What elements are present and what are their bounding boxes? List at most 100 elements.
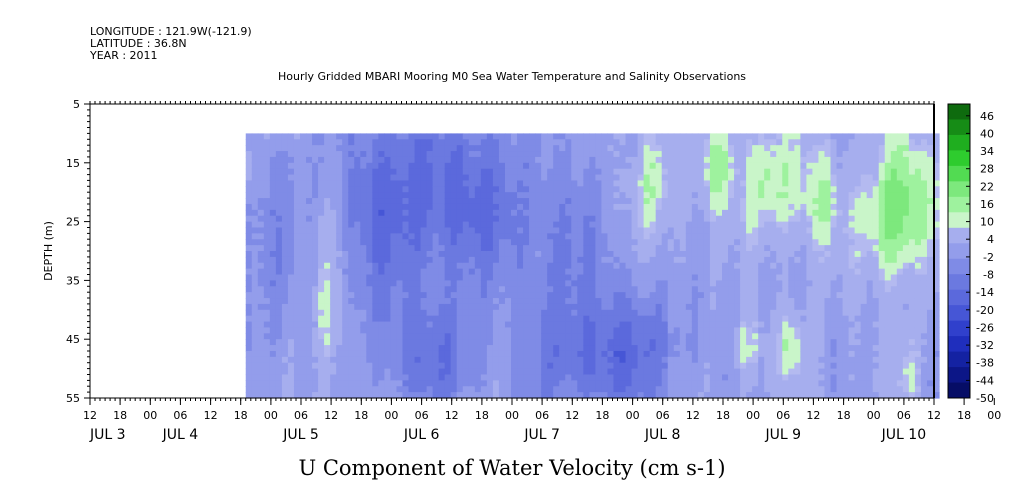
heatmap-cell (438, 350, 446, 358)
heatmap-cell (354, 368, 361, 376)
heatmap-cell (782, 239, 789, 246)
heatmap-cell (631, 333, 639, 340)
heatmap-cell (842, 192, 850, 199)
heatmap-cell (601, 262, 609, 270)
heatmap-cell (330, 198, 337, 205)
heatmap-cell (746, 139, 753, 146)
heatmap-cell (722, 198, 729, 205)
heatmap-cell (607, 362, 615, 370)
heatmap-cell (836, 256, 844, 264)
heatmap-cell (257, 227, 265, 234)
heatmap-cell (595, 139, 603, 146)
heatmap-cell (625, 315, 633, 323)
heatmap-cell (293, 256, 301, 264)
heatmap-cell (366, 203, 373, 211)
heatmap-cell (408, 133, 416, 140)
heatmap-cell (746, 145, 753, 152)
heatmap-cell (884, 292, 892, 299)
heatmap-cell (800, 392, 807, 399)
heatmap-cell (420, 303, 428, 311)
heatmap-cell (571, 156, 578, 164)
heatmap-cell (691, 280, 699, 287)
heatmap-cell (613, 180, 621, 187)
heatmap-cell (788, 280, 795, 287)
heatmap-cell (547, 274, 554, 281)
heatmap-cell (372, 368, 379, 376)
heatmap-cell (480, 303, 488, 311)
heatmap-cell (517, 321, 524, 329)
heatmap-cell (607, 203, 615, 211)
heatmap-cell (378, 215, 385, 223)
heatmap-cell (902, 321, 910, 329)
heatmap-cell (263, 333, 271, 340)
heatmap-cell (607, 239, 615, 246)
heatmap-cell (378, 221, 385, 229)
heatmap-cell (643, 162, 651, 170)
heatmap-cell (324, 209, 331, 217)
heatmap-cell (360, 392, 367, 399)
heatmap-cell (794, 315, 801, 323)
heatmap-cell (486, 233, 494, 240)
heatmap-cell (396, 333, 404, 340)
heatmap-cell (354, 245, 361, 252)
heatmap-cell (287, 133, 295, 140)
heatmap-cell (619, 392, 627, 399)
heatmap-cell (342, 350, 349, 358)
heatmap-cell (360, 145, 367, 152)
longitude-label: LONGITUDE : 121.9W(-121.9) (90, 25, 252, 38)
heatmap-cell (456, 327, 464, 334)
heatmap-cell (637, 292, 645, 299)
heatmap-cell (854, 151, 862, 158)
heatmap-cell (517, 274, 524, 281)
heatmap-cell (655, 274, 663, 281)
heatmap-cell (263, 227, 271, 234)
heatmap-cell (251, 315, 259, 323)
heatmap-cell (324, 251, 331, 258)
heatmap-cell (456, 386, 464, 393)
heatmap-cell (655, 339, 663, 346)
heatmap-cell (438, 139, 446, 146)
heatmap-cell (637, 298, 645, 305)
heatmap-cell (848, 162, 856, 170)
heatmap-cell (685, 356, 693, 364)
heatmap-cell (860, 368, 868, 376)
heatmap-cell (486, 215, 494, 223)
heatmap-cell (269, 303, 277, 311)
heatmap-cell (275, 168, 283, 176)
heatmap-cell (806, 215, 814, 223)
heatmap-cell (818, 374, 826, 381)
heatmap-cell (402, 274, 410, 281)
heatmap-cell (306, 180, 313, 187)
heatmap-cell (830, 168, 838, 176)
heatmap-cell (281, 139, 289, 146)
heatmap-cell (812, 315, 820, 323)
heatmap-cell (408, 315, 416, 323)
heatmap-cell (438, 233, 446, 240)
heatmap-cell (764, 227, 771, 234)
heatmap-cell (372, 280, 379, 287)
heatmap-cell (378, 268, 385, 276)
heatmap-cell (782, 245, 789, 252)
heatmap-cell (300, 174, 307, 182)
heatmap-cell (589, 380, 596, 387)
heatmap-cell (360, 198, 367, 205)
heatmap-cell (770, 139, 777, 146)
heatmap-cell (366, 168, 373, 176)
heatmap-cell (486, 345, 494, 352)
heatmap-cell (269, 368, 277, 376)
heatmap-cell (806, 362, 814, 370)
heatmap-cell (697, 292, 705, 299)
heatmap-cell (342, 139, 349, 146)
heatmap-cell (878, 215, 886, 223)
heatmap-cell (426, 362, 434, 370)
heatmap-cell (709, 209, 717, 217)
heatmap-cell (800, 227, 807, 234)
heatmap-cell (890, 192, 898, 199)
heatmap-cell (812, 268, 820, 276)
heatmap-cell (251, 362, 259, 370)
heatmap-cell (559, 151, 566, 158)
heatmap-cell (583, 356, 590, 364)
heatmap-cell (312, 309, 319, 317)
heatmap-cell (679, 198, 687, 205)
heatmap-cell (336, 156, 343, 164)
